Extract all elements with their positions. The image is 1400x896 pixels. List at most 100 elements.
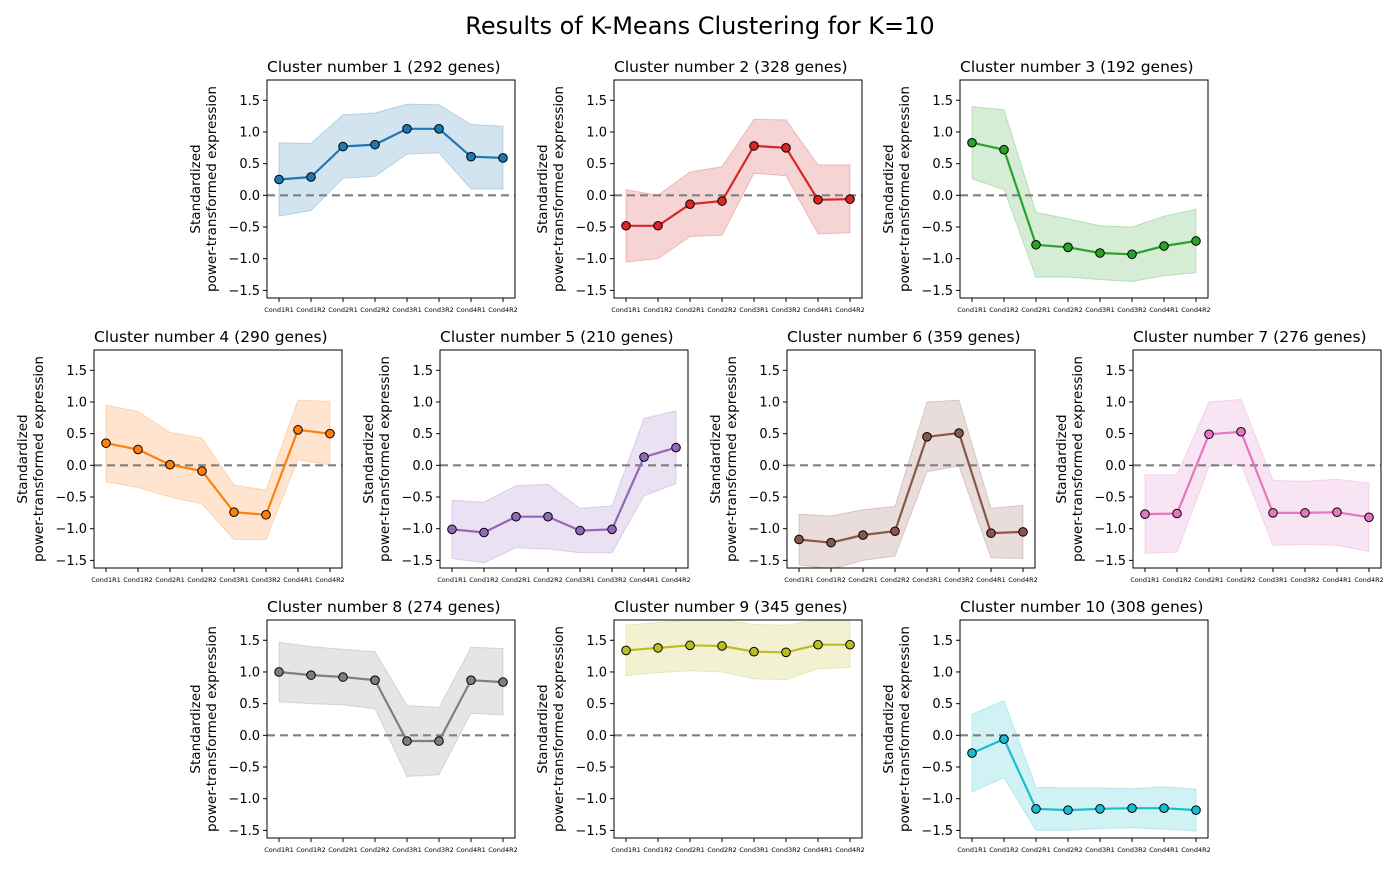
data-point [671, 442, 681, 453]
x-tick-label: Cond2R1 [155, 576, 185, 584]
y-axis-label-line2: power-transformed expression [377, 356, 393, 562]
data-point [229, 507, 239, 518]
x-tick-label: Cond2R2 [880, 576, 910, 584]
data-point [543, 511, 553, 522]
x-tick-label: Cond4R2 [488, 846, 518, 854]
y-axis-label-line1: Standardized [708, 414, 724, 503]
data-point [479, 527, 489, 538]
y-tick-label: −1.5 [228, 284, 260, 299]
y-tick-label: −0.5 [228, 761, 260, 776]
data-point [890, 526, 900, 537]
series-line [625, 643, 850, 654]
x-tick-label: Cond3R2 [771, 306, 801, 314]
x-tick-label: Cond3R1 [1258, 576, 1288, 584]
data-point [1204, 429, 1214, 440]
x-tick-label: Cond4R1 [629, 576, 659, 584]
y-tick-label: 1.0 [932, 665, 953, 680]
x-tick-label: Cond4R2 [835, 846, 865, 854]
y-axis-label-line2: power-transformed expression [897, 86, 913, 292]
x-tick-label: Cond1R2 [816, 576, 846, 584]
data-point [986, 528, 996, 538]
data-point [402, 123, 412, 134]
x-tick-label: Cond2R2 [360, 846, 390, 854]
x-tick-label: Cond3R1 [565, 576, 595, 584]
x-tick-label: Cond3R1 [1085, 306, 1115, 314]
data-point [1364, 512, 1374, 523]
data-point [1127, 249, 1137, 260]
x-tick-label: Cond3R2 [597, 576, 627, 584]
panel-title: Cluster number 10 (308 genes) [960, 598, 1203, 616]
y-tick-label: 0.0 [932, 189, 953, 204]
y-tick-label: 0.5 [932, 157, 953, 172]
axes-frame [613, 79, 863, 299]
y-tick-label: −1.0 [575, 792, 607, 807]
x-tick-label: Cond2R1 [501, 576, 531, 584]
data-point [749, 646, 759, 657]
y-tick-label: 0.5 [239, 157, 260, 172]
x-tick-label: Cond1R1 [957, 846, 987, 854]
x-tick-label: Cond1R1 [784, 576, 814, 584]
y-tick-label: −1.0 [921, 792, 953, 807]
data-point [1191, 805, 1201, 815]
data-point [1159, 241, 1169, 251]
y-tick-label: 0.5 [1105, 427, 1126, 442]
y-tick-label: 1.5 [586, 94, 607, 109]
axes-frame [266, 79, 516, 299]
y-axis-label-line2: power-transformed expression [1070, 356, 1086, 562]
data-point [845, 194, 855, 204]
y-tick-label: 1.0 [586, 665, 607, 680]
x-tick-label: Cond4R2 [1354, 576, 1384, 584]
y-tick-label: 1.5 [66, 364, 87, 379]
axes-frame [439, 349, 689, 569]
x-tick-label: Cond2R2 [1053, 846, 1083, 854]
y-tick-label: 0.0 [1105, 459, 1126, 474]
data-point [101, 438, 111, 448]
data-point [607, 524, 617, 535]
x-tick-label: Cond4R1 [456, 306, 486, 314]
x-tick-label: Cond2R1 [328, 846, 358, 854]
data-point [306, 172, 316, 182]
x-tick-label: Cond2R1 [675, 306, 705, 314]
data-point [954, 428, 964, 438]
std-band [451, 410, 677, 564]
x-tick-label: Cond4R2 [1181, 306, 1211, 314]
y-axis-label-line1: Standardized [535, 144, 551, 233]
y-tick-label: 0.0 [239, 189, 260, 204]
x-tick-label: Cond1R2 [989, 306, 1019, 314]
y-tick-label: 1.0 [239, 125, 260, 140]
data-point [1031, 804, 1041, 814]
data-point [653, 220, 663, 231]
data-point [370, 139, 380, 150]
data-point [261, 509, 271, 520]
x-tick-label: Cond3R1 [739, 306, 769, 314]
data-point [466, 675, 476, 686]
x-tick-label: Cond4R1 [283, 576, 313, 584]
y-axis-label-line2: power-transformed expression [31, 356, 47, 562]
data-point [197, 466, 207, 476]
y-tick-label: −0.5 [921, 221, 953, 236]
x-tick-label: Cond3R1 [1085, 846, 1115, 854]
y-tick-label: 0.5 [412, 427, 433, 442]
x-tick-label: Cond1R2 [643, 846, 673, 854]
data-point [1063, 242, 1073, 253]
y-tick-label: 0.0 [66, 459, 87, 474]
data-point [306, 670, 316, 680]
x-tick-label: Cond2R1 [328, 306, 358, 314]
y-tick-label: 0.5 [586, 697, 607, 712]
data-point [1018, 527, 1028, 537]
y-tick-label: −0.5 [228, 221, 260, 236]
x-tick-label: Cond2R2 [1053, 306, 1083, 314]
data-point [1063, 805, 1073, 815]
x-tick-label: Cond4R2 [661, 576, 691, 584]
y-axis-label-line2: power-transformed expression [724, 356, 740, 562]
y-tick-label: −0.5 [575, 761, 607, 776]
panel-title: Cluster number 3 (192 genes) [960, 58, 1194, 76]
y-tick-label: −0.5 [748, 491, 780, 506]
x-tick-label: Cond1R1 [611, 306, 641, 314]
x-tick-label: Cond4R2 [1181, 846, 1211, 854]
y-tick-label: 1.0 [66, 395, 87, 410]
x-tick-label: Cond1R1 [264, 306, 294, 314]
